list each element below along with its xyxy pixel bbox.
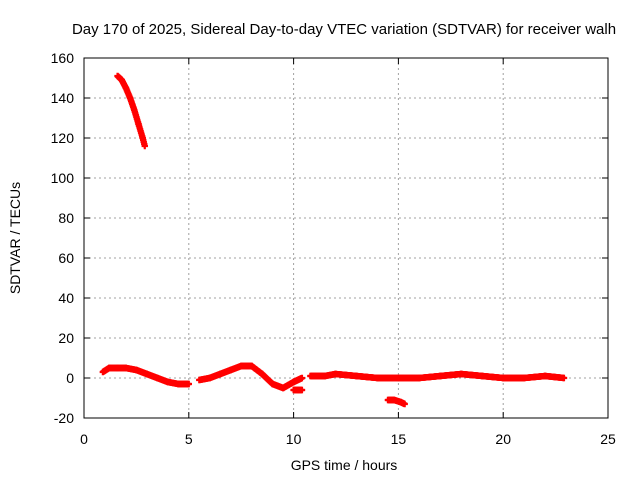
y-tick-label: 20 — [58, 330, 74, 346]
data-point — [401, 400, 408, 408]
chart-title: Day 170 of 2025, Sidereal Day-to-day VTE… — [72, 21, 616, 38]
y-tick-label: 100 — [51, 170, 75, 186]
x-tick-label: 15 — [391, 431, 407, 447]
x-tick-label: 10 — [286, 431, 302, 447]
grid-lines — [84, 58, 608, 418]
y-tick-label: 0 — [66, 370, 74, 386]
x-axis-label: GPS time / hours — [291, 457, 398, 473]
x-tick-label: 0 — [80, 431, 88, 447]
series-segment-main-band-a — [99, 364, 192, 388]
y-tick-label: 60 — [58, 250, 74, 266]
y-tick-label: 140 — [51, 90, 75, 106]
series-segment-low-drop — [290, 386, 306, 394]
series-segment-high-arc — [114, 72, 148, 150]
series-segment-main-band-b — [196, 362, 306, 392]
x-tick-label: 5 — [185, 431, 193, 447]
x-tick-label: 25 — [600, 431, 616, 447]
x-tick-label: 20 — [495, 431, 511, 447]
y-tick-label: 80 — [58, 210, 74, 226]
plot-frame — [83, 57, 609, 419]
series-segment-main-band-c — [307, 370, 568, 382]
data-points — [99, 72, 568, 408]
data-point — [560, 374, 568, 382]
y-tick-label: -20 — [54, 410, 74, 426]
y-tick-label: 40 — [58, 290, 74, 306]
data-point — [298, 374, 306, 382]
y-tick-label: 160 — [51, 50, 75, 66]
y-axis-label: SDTVAR / TECUs — [7, 182, 23, 294]
data-point — [298, 386, 306, 394]
series-segment-low-short — [384, 396, 408, 408]
y-tick-label: 120 — [51, 130, 75, 146]
axis-ticks: -20 0 20 40 60 80 100 120 140 160 0 5 10 15 20 25 — [51, 50, 616, 447]
data-point — [185, 380, 192, 388]
data-point — [141, 142, 148, 150]
